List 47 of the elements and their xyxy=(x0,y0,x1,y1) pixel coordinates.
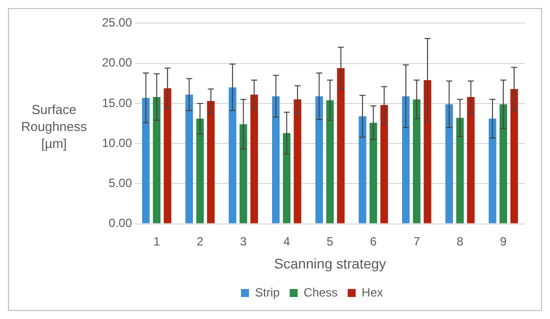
bar xyxy=(240,124,248,224)
bar xyxy=(142,98,150,224)
bar xyxy=(370,122,378,224)
bar xyxy=(196,118,204,224)
x-tick-label: 4 xyxy=(283,234,290,248)
bar xyxy=(467,97,475,224)
bar xyxy=(402,96,410,224)
bar xyxy=(445,104,453,224)
bar xyxy=(294,99,302,224)
bar xyxy=(380,105,388,224)
y-tick-label: 10.00 xyxy=(102,136,132,150)
x-tick-label: 1 xyxy=(153,234,160,248)
bar xyxy=(424,80,432,224)
bar xyxy=(250,94,258,224)
x-tick-label: 6 xyxy=(370,234,377,248)
bar xyxy=(272,96,280,224)
bar xyxy=(185,94,193,224)
bar xyxy=(488,118,496,224)
bar xyxy=(164,88,172,224)
y-tick-label: 0.00 xyxy=(108,216,132,230)
y-tick-label: 5.00 xyxy=(108,176,132,190)
bar xyxy=(152,97,160,224)
bar xyxy=(326,100,334,224)
y-tick-label: 20.00 xyxy=(102,56,132,70)
bar xyxy=(207,101,215,224)
y-tick-label: 15.00 xyxy=(102,96,132,110)
x-tick-label: 3 xyxy=(240,234,248,248)
x-tick-label: 9 xyxy=(500,234,507,248)
legend-label: Hex xyxy=(362,285,384,300)
legend-label: Chess xyxy=(304,285,338,300)
bar xyxy=(412,99,420,224)
bar xyxy=(228,87,236,224)
bar xyxy=(337,68,345,224)
bar xyxy=(456,118,464,224)
x-axis-title: Scanning strategy xyxy=(274,255,386,272)
bar xyxy=(510,88,518,224)
y-tick-label: 25.00 xyxy=(102,16,132,30)
y-axis-title: Surface Roughness [µm] xyxy=(20,101,88,152)
x-tick-label: 7 xyxy=(413,234,420,248)
x-tick-label: 5 xyxy=(326,234,334,248)
bar xyxy=(315,96,323,224)
bar xyxy=(358,116,366,224)
x-tick-label: 2 xyxy=(196,234,204,248)
legend-label: Strip xyxy=(254,285,280,300)
bar xyxy=(282,133,290,224)
bar xyxy=(500,104,508,224)
x-tick-label: 8 xyxy=(456,234,464,248)
